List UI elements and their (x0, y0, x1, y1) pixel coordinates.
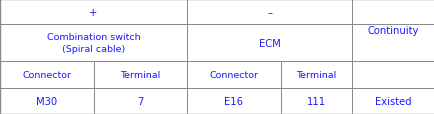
Text: Terminal: Terminal (296, 70, 336, 79)
Text: Continuity: Continuity (367, 26, 418, 36)
Text: +: + (89, 8, 98, 17)
Text: Connector: Connector (209, 70, 258, 79)
Text: –: – (266, 8, 272, 17)
Text: Combination switch
(Spiral cable): Combination switch (Spiral cable) (46, 33, 140, 54)
Text: E16: E16 (224, 96, 243, 106)
Text: 7: 7 (137, 96, 143, 106)
Text: M30: M30 (36, 96, 57, 106)
Text: Existed: Existed (375, 96, 411, 106)
Text: ECM: ECM (258, 38, 280, 48)
Text: 111: 111 (306, 96, 325, 106)
Text: Terminal: Terminal (120, 70, 160, 79)
Text: Connector: Connector (22, 70, 71, 79)
